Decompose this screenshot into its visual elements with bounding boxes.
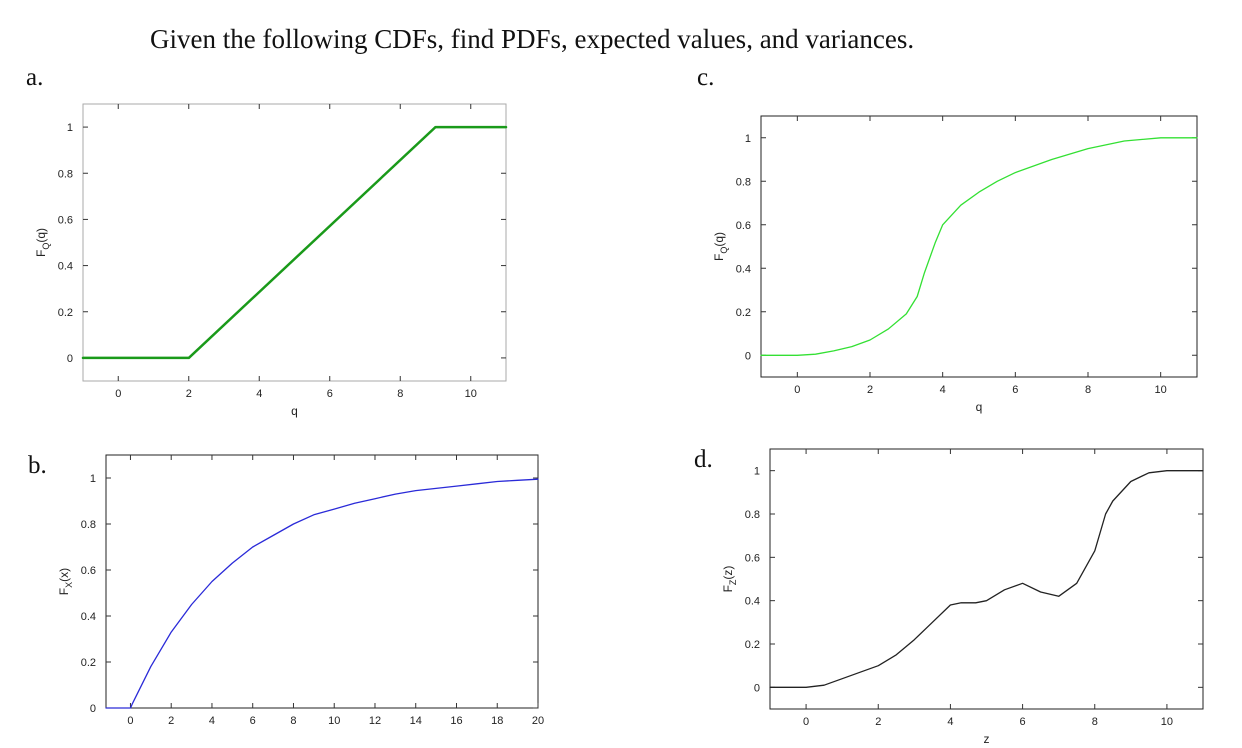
x-tick-label: 18 — [491, 715, 503, 727]
y-tick-label: 1 — [754, 466, 760, 478]
y-tick-label: 0.6 — [736, 220, 751, 232]
x-tick-label: 8 — [290, 715, 296, 727]
y-tick-label: 0.6 — [745, 552, 760, 564]
y-tick-label: 0.2 — [58, 307, 73, 319]
y-tick-label: 0.2 — [745, 639, 760, 651]
x-tick-label: 4 — [947, 716, 953, 728]
y-tick-label: 0.4 — [81, 611, 96, 623]
x-axis-label: q — [291, 404, 298, 418]
x-tick-label: 10 — [465, 388, 477, 400]
y-axis-label: FX(x) — [57, 568, 74, 595]
y-tick-label: 1 — [90, 473, 96, 485]
y-axis-label: FQ(q) — [34, 228, 51, 257]
x-tick-label: 0 — [115, 388, 121, 400]
y-tick-label: 0 — [745, 350, 751, 362]
panel-label-d: d. — [694, 446, 713, 473]
x-tick-label: 6 — [1020, 716, 1026, 728]
y-tick-label: 0.8 — [58, 168, 73, 180]
plot-frame — [105, 454, 539, 709]
y-tick-label: 0.2 — [736, 307, 751, 319]
y-tick-label: 1 — [67, 122, 73, 134]
x-tick-label: 0 — [127, 715, 133, 727]
y-tick-label: 0.4 — [745, 596, 760, 608]
x-tick-label: 2 — [867, 384, 873, 396]
x-tick-label: 2 — [186, 388, 192, 400]
cdf-series-line — [769, 470, 1204, 688]
x-axis-label: q — [976, 400, 983, 414]
x-tick-label: 0 — [794, 384, 800, 396]
panel-label-a: a. — [26, 64, 44, 91]
cdf-series-line — [760, 137, 1198, 356]
y-tick-label: 0.4 — [736, 263, 751, 275]
x-tick-label: 6 — [327, 388, 333, 400]
page-title: Given the following CDFs, find PDFs, exp… — [150, 24, 915, 54]
panel-label-b: b. — [28, 452, 47, 479]
x-tick-label: 16 — [450, 715, 462, 727]
x-tick-label: 2 — [168, 715, 174, 727]
x-tick-label: 4 — [209, 715, 215, 727]
plot-frame — [760, 115, 1198, 378]
x-tick-label: 4 — [940, 384, 946, 396]
x-tick-label: 10 — [1161, 716, 1173, 728]
y-axis-label: FZ(z) — [721, 566, 738, 593]
x-tick-label: 8 — [1085, 384, 1091, 396]
y-tick-label: 0 — [90, 703, 96, 715]
x-tick-label: 0 — [803, 716, 809, 728]
x-axis-label: z — [984, 732, 990, 746]
x-tick-label: 20 — [532, 715, 544, 727]
panel-label-c: c. — [697, 64, 715, 91]
y-tick-label: 0 — [754, 682, 760, 694]
y-tick-label: 0.2 — [81, 657, 96, 669]
y-tick-label: 0.6 — [81, 565, 96, 577]
x-tick-label: 8 — [397, 388, 403, 400]
y-axis-label: FQ(q) — [712, 232, 729, 261]
y-tick-label: 0.6 — [58, 214, 73, 226]
plot-frame — [769, 448, 1204, 710]
y-tick-label: 0.8 — [745, 509, 760, 521]
x-tick-label: 14 — [410, 715, 422, 727]
x-tick-label: 6 — [250, 715, 256, 727]
y-tick-label: 0 — [67, 353, 73, 365]
x-tick-label: 4 — [256, 388, 262, 400]
y-tick-label: 0.4 — [58, 261, 73, 273]
cdf-series-line — [105, 478, 539, 709]
x-tick-label: 8 — [1092, 716, 1098, 728]
x-tick-label: 10 — [328, 715, 340, 727]
y-tick-label: 0.8 — [736, 176, 751, 188]
x-tick-label: 12 — [369, 715, 381, 727]
y-tick-label: 0.8 — [81, 519, 96, 531]
plot-frame — [82, 103, 507, 382]
x-tick-label: 10 — [1155, 384, 1167, 396]
x-tick-label: 2 — [875, 716, 881, 728]
x-tick-label: 6 — [1012, 384, 1018, 396]
y-tick-label: 1 — [745, 133, 751, 145]
cdf-series-line — [81, 125, 508, 360]
